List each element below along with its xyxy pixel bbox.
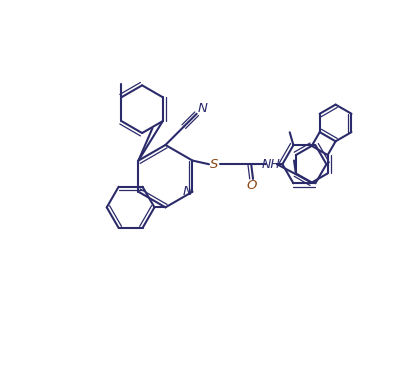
Text: N: N [183, 185, 193, 198]
Text: S: S [210, 158, 219, 171]
Text: N: N [197, 102, 207, 115]
Text: O: O [246, 179, 256, 192]
Text: NH: NH [262, 158, 281, 171]
